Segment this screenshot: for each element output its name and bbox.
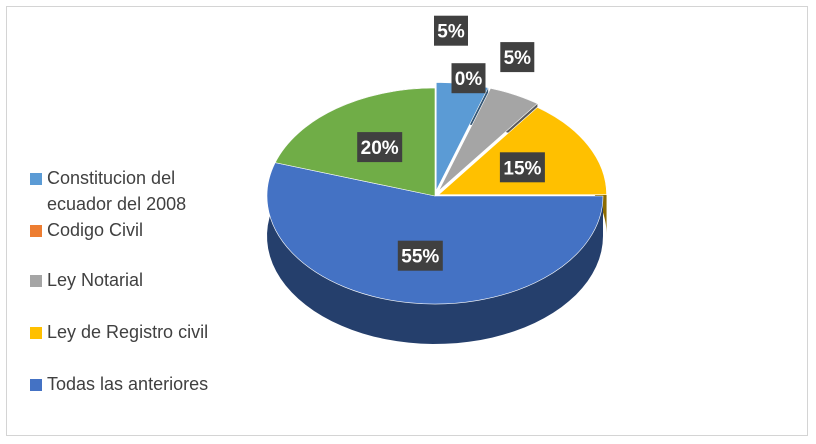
data-label-codigo-civil: 0% [451, 63, 486, 94]
pie-slice-side-todas-anteriores [267, 162, 603, 344]
data-label-box-ley-notarial [500, 42, 535, 73]
pie-slice-ley-notarial [438, 87, 538, 192]
data-label-text-ley-registro-civil: 15% [503, 158, 541, 179]
data-label-box-codigo-civil [451, 63, 486, 94]
pie-slice-todas-anteriores [266, 162, 604, 305]
legend-label-codigo-civil: Codigo Civil [47, 220, 144, 240]
legend-item-codigo-civil: Codigo Civil [30, 220, 143, 243]
legend-swatch-ley-registro-civil [30, 327, 42, 339]
data-label-constitucion: 5% [434, 15, 468, 46]
data-label-box-ley-registro-civil [499, 152, 545, 183]
legend-label-constitucion: Constitucion del ecuador del 2008 [47, 168, 187, 214]
legend-label-ley-notarial: Ley Notarial [47, 270, 144, 290]
data-label-box-constitucion [434, 15, 468, 46]
pie-slice-ley-registro-civil [437, 106, 607, 196]
data-label-text-ley-notarial: 5% [504, 48, 532, 69]
pie-slices [266, 82, 607, 305]
legend-item-ley-registro-civil: Ley de Registro civil [30, 322, 208, 345]
legend-item-constitucion: Constitucion del ecuador del 2008 [30, 168, 227, 217]
data-label-text-constitucion: 5% [437, 22, 465, 43]
legend-item-todas-anteriores: Todas las anteriores [30, 374, 208, 397]
pie-data-labels: 5% 0% 5% 15% 55% 20% [357, 15, 545, 271]
data-label-text-codigo-civil: 0% [455, 69, 483, 90]
data-label-ley-registro-civil: 15% [499, 152, 545, 183]
data-label-box-extra-0 [357, 132, 403, 163]
legend-swatch-todas-anteriores [30, 379, 42, 391]
data-label-extra-0: 20% [357, 132, 403, 163]
legend-swatch-ley-notarial [30, 275, 42, 287]
legend-swatch-codigo-civil [30, 225, 42, 237]
data-label-text-todas-anteriores: 55% [401, 247, 439, 268]
data-label-box-todas-anteriores [397, 240, 443, 271]
legend-item-ley-notarial: Ley Notarial [30, 270, 143, 293]
data-label-ley-notarial: 5% [500, 42, 535, 73]
data-label-text-extra-0: 20% [361, 138, 399, 159]
pie-slice-extra-0 [274, 87, 436, 197]
legend-label-todas-anteriores: Todas las anteriores [47, 374, 209, 394]
data-label-todas-anteriores: 55% [397, 240, 443, 271]
legend-swatch-constitucion [30, 173, 42, 185]
legend-label-ley-registro-civil: Ley de Registro civil [47, 322, 209, 342]
